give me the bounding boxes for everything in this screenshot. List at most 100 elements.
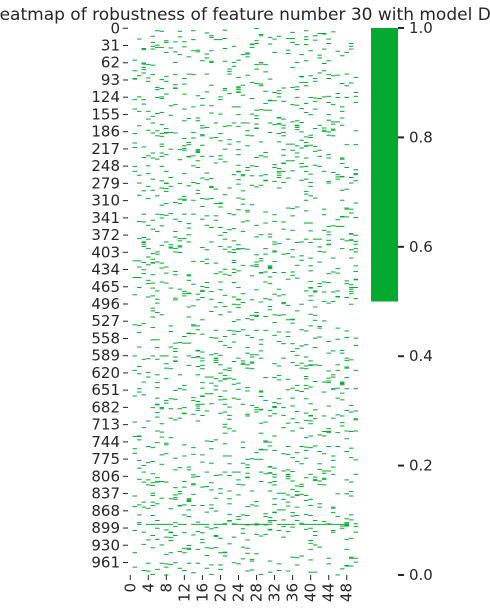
heatmap-cell bbox=[155, 135, 160, 137]
heatmap-cell bbox=[195, 562, 201, 564]
heatmap-cell bbox=[204, 410, 210, 412]
heatmap-cell bbox=[132, 142, 138, 144]
heatmap-cell bbox=[191, 333, 196, 335]
heatmap-cell bbox=[294, 126, 300, 128]
colorbar-tick-label: 0.6 bbox=[409, 238, 433, 256]
heatmap-cell bbox=[141, 243, 147, 245]
heatmap-cell bbox=[335, 369, 340, 371]
heatmap-cell bbox=[303, 330, 309, 332]
heatmap-cell bbox=[191, 131, 196, 133]
heatmap-cell bbox=[150, 534, 156, 536]
heatmap-cell bbox=[191, 572, 196, 574]
heatmap-cell bbox=[272, 484, 277, 486]
x-tick-label: 4 bbox=[139, 583, 157, 593]
heatmap-cell bbox=[263, 441, 268, 443]
heatmap-cell bbox=[141, 156, 147, 158]
heatmap-cell bbox=[191, 181, 196, 183]
heatmap-cell bbox=[227, 125, 232, 127]
heatmap-cell bbox=[200, 144, 205, 146]
heatmap-cell bbox=[177, 417, 183, 419]
heatmap-cell bbox=[146, 173, 151, 175]
heatmap-cell bbox=[303, 81, 309, 83]
heatmap-cell bbox=[177, 342, 183, 344]
heatmap-cell bbox=[173, 497, 178, 499]
heatmap-cell bbox=[159, 204, 165, 206]
heatmap-cell bbox=[303, 494, 309, 496]
heatmap-cell bbox=[276, 176, 282, 178]
heatmap-cell bbox=[317, 364, 322, 366]
heatmap-cell bbox=[150, 178, 156, 180]
heatmap-cell bbox=[146, 279, 151, 281]
heatmap-cell bbox=[204, 73, 210, 75]
heatmap-cell bbox=[132, 133, 138, 135]
heatmap-cell bbox=[258, 272, 264, 274]
heatmap-cell bbox=[308, 136, 313, 138]
heatmap-cell bbox=[164, 51, 169, 53]
heatmap-cell bbox=[146, 248, 151, 250]
heatmap-cell bbox=[272, 51, 277, 53]
heatmap-cell bbox=[227, 428, 232, 430]
heatmap-cell bbox=[254, 224, 259, 226]
heatmap-cell bbox=[294, 461, 300, 463]
heatmap-cell bbox=[312, 80, 318, 82]
heatmap-cell bbox=[182, 108, 187, 110]
heatmap-cell bbox=[227, 367, 232, 369]
heatmap-cell bbox=[339, 382, 345, 384]
heatmap-cell bbox=[236, 149, 241, 151]
heatmap-cell bbox=[348, 411, 354, 413]
heatmap-cell bbox=[335, 93, 340, 95]
heatmap-cell bbox=[263, 513, 268, 515]
heatmap-cell bbox=[317, 480, 322, 482]
heatmap-cell bbox=[294, 422, 300, 424]
heatmap-cell bbox=[272, 511, 277, 513]
heatmap-cell bbox=[249, 184, 255, 186]
heatmap-cell bbox=[182, 412, 187, 414]
heatmap-cell bbox=[177, 505, 183, 507]
heatmap-cell bbox=[209, 112, 214, 114]
heatmap-cell bbox=[312, 534, 318, 536]
heatmap-cell bbox=[213, 362, 219, 364]
heatmap-cell bbox=[222, 125, 228, 127]
heatmap-cell bbox=[348, 257, 354, 259]
heatmap-cell bbox=[344, 85, 349, 87]
chart-title: heatmap of robustness of feature number … bbox=[0, 5, 490, 25]
heatmap-cell bbox=[191, 30, 196, 32]
heatmap-cell bbox=[254, 165, 259, 167]
heatmap-cell bbox=[249, 404, 255, 406]
heatmap-cell bbox=[137, 514, 142, 516]
heatmap-cell bbox=[141, 273, 147, 275]
heatmap-cell bbox=[353, 337, 358, 339]
heatmap-cell bbox=[204, 215, 210, 217]
heatmap-cell bbox=[281, 526, 286, 528]
heatmap-cell bbox=[303, 44, 309, 46]
heatmap-cell bbox=[276, 117, 282, 119]
heatmap-cell bbox=[240, 293, 246, 295]
heatmap-cell bbox=[317, 336, 322, 338]
heatmap-cell bbox=[186, 332, 192, 334]
heatmap-cell bbox=[200, 396, 205, 397]
heatmap-cell bbox=[258, 523, 264, 525]
heatmap-cell bbox=[245, 570, 250, 572]
heatmap-cell bbox=[339, 199, 345, 201]
heatmap-cell bbox=[236, 563, 241, 565]
heatmap-cell bbox=[173, 342, 178, 344]
heatmap-cell bbox=[164, 523, 169, 525]
heatmap-cell bbox=[276, 90, 282, 92]
heatmap-cell bbox=[272, 402, 277, 404]
heatmap-cell bbox=[330, 466, 336, 468]
heatmap-cell bbox=[326, 43, 331, 45]
heatmap-cell bbox=[249, 43, 255, 45]
heatmap-cell bbox=[335, 516, 340, 518]
heatmap-cell bbox=[195, 356, 201, 358]
heatmap-cell bbox=[245, 547, 250, 549]
heatmap-cell bbox=[218, 227, 223, 229]
heatmap-cell bbox=[173, 360, 178, 362]
heatmap-cell bbox=[213, 329, 219, 331]
heatmap-cell bbox=[150, 316, 156, 318]
heatmap-cell bbox=[308, 173, 313, 175]
heatmap-cell bbox=[254, 501, 259, 503]
heatmap-cell bbox=[330, 455, 336, 457]
heatmap-cell bbox=[168, 368, 174, 370]
heatmap-cell bbox=[258, 258, 264, 260]
heatmap-cell bbox=[267, 236, 273, 238]
